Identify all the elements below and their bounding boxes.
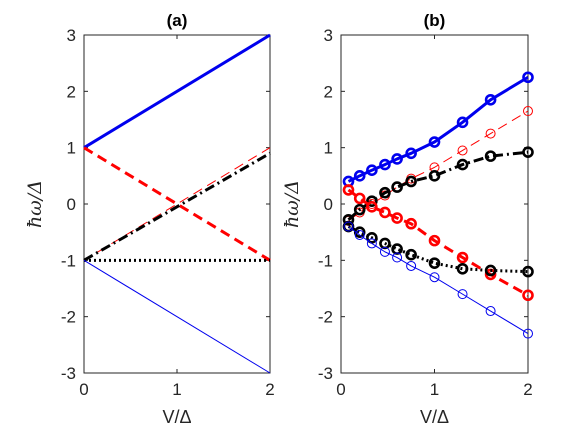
data-point [354,229,365,240]
x-axis-label: V/Δ [162,407,191,427]
y-tick-label: 3 [67,26,76,45]
data-point [392,252,403,263]
y-tick-label: 0 [67,195,76,214]
y-tick-label: 1 [67,139,76,158]
data-point [405,175,417,188]
data-point [391,212,403,224]
data-point [428,234,441,247]
data-point [405,147,417,160]
data-point [428,257,441,269]
data-point [456,251,469,264]
data-point [366,238,377,249]
series-line-3 [83,146,271,262]
data-point [523,106,533,117]
y-tick-label: 3 [324,26,333,45]
data-point [484,150,497,162]
data-point [406,260,417,271]
data-point [429,272,440,283]
x-tick-label: 0 [79,380,88,399]
data-point [343,221,354,232]
series-line-4 [347,188,529,297]
series-line-6 [83,259,271,374]
panel-title: (b) [424,11,446,30]
data-point [522,71,534,84]
data-point [428,136,441,148]
data-point [379,237,391,250]
y-tick-label: 0 [324,195,333,214]
data-point [484,93,497,106]
series-line-1 [347,75,529,183]
y-tick-label: -3 [61,364,76,383]
y-tick-label: -3 [318,364,333,383]
series-line-1 [83,33,271,149]
data-point [366,164,378,176]
data-point [353,203,366,216]
data-point [456,116,469,129]
data-point [391,153,403,165]
plot-frame [83,34,271,374]
y-tick-label: -1 [61,251,76,270]
y-tick-label: -2 [61,308,76,327]
data-point [353,170,366,182]
y-tick-label: 2 [324,82,333,101]
data-point [522,265,534,278]
x-tick-label: 1 [172,380,181,399]
data-point [379,158,391,171]
x-axis-label: V/Δ [420,407,449,427]
y-axis-label: ħω/Δ [24,180,46,228]
data-point [353,192,366,205]
data-point [342,213,355,226]
data-point [456,158,469,171]
data-point [405,248,417,261]
y-tick-label: -2 [318,308,333,327]
data-point [379,206,391,219]
data-point [366,195,378,207]
data-point [379,246,390,257]
panel-a: -3 -2 -1 0 1 2 3 0 1 2 (a) V/Δ ħω/Δ [24,11,275,427]
x-tick-label: 1 [430,380,439,399]
series-line-2 [83,147,271,261]
data-point [342,184,355,196]
series-line-6 [348,226,529,334]
data-point [522,289,534,302]
x-tick-label: 2 [523,380,532,399]
data-point [523,328,533,339]
data-point [457,145,468,156]
y-tick-label: -1 [318,251,333,270]
data-point [522,146,534,158]
data-point [366,232,378,244]
y-tick-label: 2 [67,82,76,101]
data-point [485,128,496,139]
data-point [457,289,468,300]
data-point [485,306,496,317]
x-tick-label: 0 [336,380,345,399]
data-point [379,186,391,199]
x-tick-label: 2 [265,380,274,399]
series-line-3 [347,150,529,221]
data-point [405,217,417,230]
data-point [391,181,403,193]
data-point [456,262,469,275]
y-axis-label: ħω/Δ [281,180,303,228]
panel-b: -3 -2 -1 0 1 2 3 0 1 2 (b) V/Δ ħω/Δ [281,11,534,427]
data-point [428,170,441,182]
panel-title: (a) [167,11,188,30]
data-point [484,264,497,277]
series-line-5 [347,225,529,274]
series-line-4 [83,151,271,262]
data-point [391,243,403,255]
data-point [366,201,378,213]
y-tick-label: 1 [324,139,333,158]
